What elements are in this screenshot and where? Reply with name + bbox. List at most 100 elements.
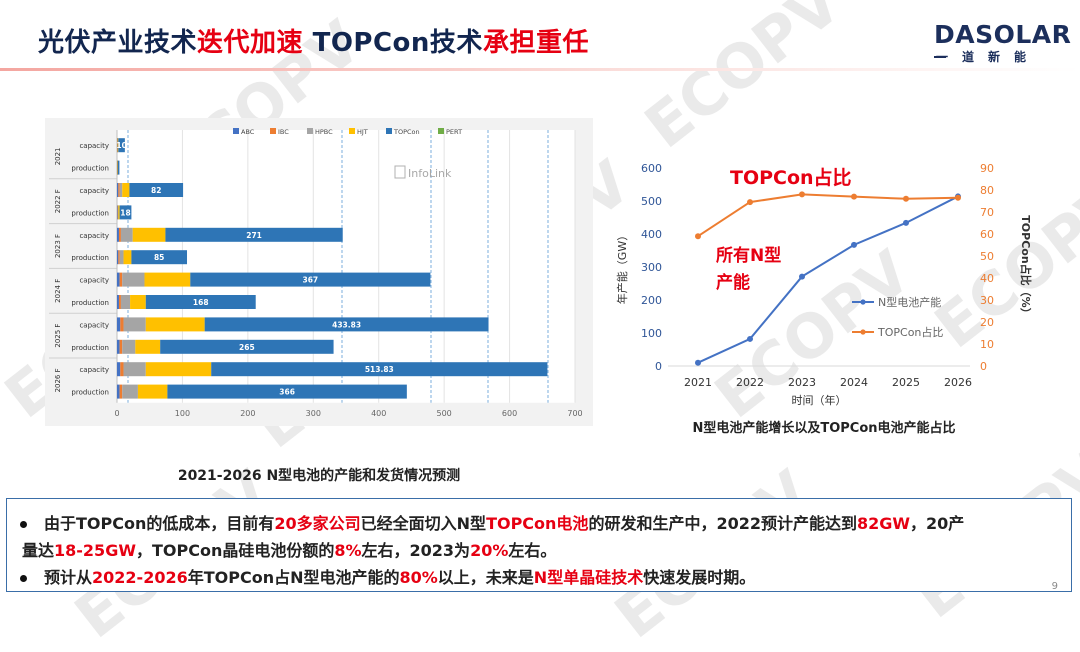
bar-segment-abc: [117, 362, 121, 377]
info-box: [6, 498, 1072, 592]
bar-segment-hpbc: [123, 362, 146, 377]
series-point-1: [747, 199, 753, 206]
series-point-0: [695, 359, 701, 366]
series-point-1: [955, 194, 961, 201]
row-label-capacity: capacity: [79, 366, 109, 374]
year-group-label: 2023 F: [54, 234, 62, 258]
bar-segment-hpbc: [122, 384, 138, 399]
y-tick-label: 200: [641, 294, 662, 307]
series-point-1: [695, 233, 701, 240]
bar-segment-ibc: [120, 362, 124, 377]
capacity-production-bar-chart: 0 100 200 300 400 500 600 700 ABC IBC HPBC HJT TOPCo…: [45, 118, 593, 426]
row-label-production: production: [71, 344, 109, 352]
series-line-1: [697, 193, 959, 238]
legend-label-topcon: TOPCon: [393, 128, 420, 136]
x-tick-label: 2022: [736, 376, 764, 389]
highlight-text: N型单晶硅技术: [533, 568, 644, 587]
infolink-icon: [394, 165, 406, 179]
bar-segment-ibc: [118, 183, 120, 197]
y2-tick-label: 40: [980, 272, 994, 285]
year-group-label: 2024 F: [54, 279, 62, 303]
x-axis-title: 时间（年）: [792, 393, 847, 407]
x-tick-label: 300: [306, 409, 321, 418]
legend-swatch-hpbc: [307, 128, 313, 134]
legend-label-pert: PERT: [446, 128, 462, 136]
legend-label-ibc: IBC: [278, 128, 289, 136]
y2-tick-label: 20: [980, 316, 994, 329]
body-text: 快速发展时期。: [643, 568, 756, 587]
year-group-label: 2021: [54, 147, 62, 165]
y-tick-label: 500: [641, 195, 662, 208]
bar-data-label: 271: [246, 231, 262, 240]
bar-segment-abc: [117, 339, 120, 354]
bullet-text-line: 由于TOPCon的低成本，目前有20多家公司已经全面切入N型TOPCon电池的研…: [44, 511, 964, 537]
y-axis-title: 年产能（GW）: [615, 230, 629, 304]
bar-segment-ibc: [118, 227, 121, 242]
title-part-1: 迭代加速: [197, 28, 304, 58]
highlight-text: TOPCon电池: [486, 514, 589, 533]
bullet-dot: [20, 575, 27, 582]
bar-segment-hjt: [117, 138, 119, 153]
body-text: 已经全面切入N型: [360, 514, 487, 533]
row-label-production: production: [71, 209, 109, 217]
bar-segment-hjt: [137, 384, 168, 399]
page-title: 光伏产业技术迭代加速 TOPCon技术承担重任: [38, 22, 589, 59]
bar-segment-topcon: [165, 227, 343, 242]
bar-segment-abc: [117, 272, 120, 287]
highlight-text: 2022-2026: [92, 568, 188, 587]
annotation-ntype-line2: 产能: [716, 272, 750, 293]
highlight-text: 18-25GW: [54, 541, 136, 560]
bullet-dot: [20, 521, 27, 528]
bar-segment-topcon: [118, 138, 125, 153]
bar-segment-abc: [117, 317, 121, 332]
x-tick-label: 2023: [788, 376, 816, 389]
bar-segment-hpbc: [120, 227, 133, 242]
bar-segment-hpbc: [119, 183, 123, 197]
bar-data-label: 18: [120, 208, 130, 217]
bar-segment-hpbc: [117, 205, 119, 220]
bar-segment-topcon: [211, 362, 548, 377]
annotation-topcon-share: TOPCon占比: [730, 166, 852, 189]
bar-segment-hjt: [145, 362, 212, 377]
y-tick-label: 0: [655, 360, 662, 373]
company-logo: DASOLAR 一道新能: [934, 20, 1071, 64]
bar-segment-hjt: [145, 317, 205, 332]
page-number: 9: [1051, 581, 1058, 592]
bar-data-label: 85: [154, 253, 164, 262]
legend-marker-1: [860, 329, 866, 335]
legend-swatch-pert: [438, 128, 444, 134]
bar-segment-abc: [117, 384, 120, 399]
y-tick-label: 100: [641, 327, 662, 340]
infolink-label: InfoLink: [408, 167, 452, 180]
body-text: ，TOPCon晶硅电池份额的: [135, 541, 335, 560]
legend-swatch-hjt: [349, 128, 355, 134]
bar-data-label: 168: [193, 298, 209, 307]
bar-segment-hjt: [144, 272, 191, 287]
title-part-2: TOPCon技术: [303, 28, 483, 58]
x-tick-label: 100: [175, 409, 190, 418]
x-tick-label: 200: [240, 409, 255, 418]
bar-segment-topcon: [204, 317, 489, 332]
series-line-0: [697, 195, 959, 364]
y2-tick-label: 70: [980, 206, 994, 219]
bar-segment-topcon: [190, 272, 431, 287]
x-tick-label: 2025: [892, 376, 920, 389]
year-group-label: 2022 F: [54, 189, 62, 213]
highlight-text: 82GW: [856, 514, 911, 533]
body-text: 预计从: [44, 568, 93, 587]
logo-wordmark: DASOLAR: [934, 20, 1072, 49]
row-label-production: production: [71, 299, 109, 307]
legend-label-abc: ABC: [241, 128, 255, 136]
bar-segment-abc: [117, 183, 119, 197]
x-tick-label: 600: [502, 409, 517, 418]
legend-label-1: TOPCon占比: [877, 325, 943, 339]
y2-tick-label: 60: [980, 228, 994, 241]
y2-tick-label: 80: [980, 184, 994, 197]
bar-segment-abc: [117, 227, 119, 242]
highlight-text: 20多家公司: [274, 514, 361, 533]
bar-segment-topcon: [145, 295, 256, 309]
right-chart-caption: N型电池产能增长以及TOPCon电池产能占比: [692, 421, 956, 436]
bar-segment-hjt: [135, 339, 161, 354]
body-text: 左右，2023为: [361, 541, 471, 560]
row-label-production: production: [71, 254, 109, 262]
